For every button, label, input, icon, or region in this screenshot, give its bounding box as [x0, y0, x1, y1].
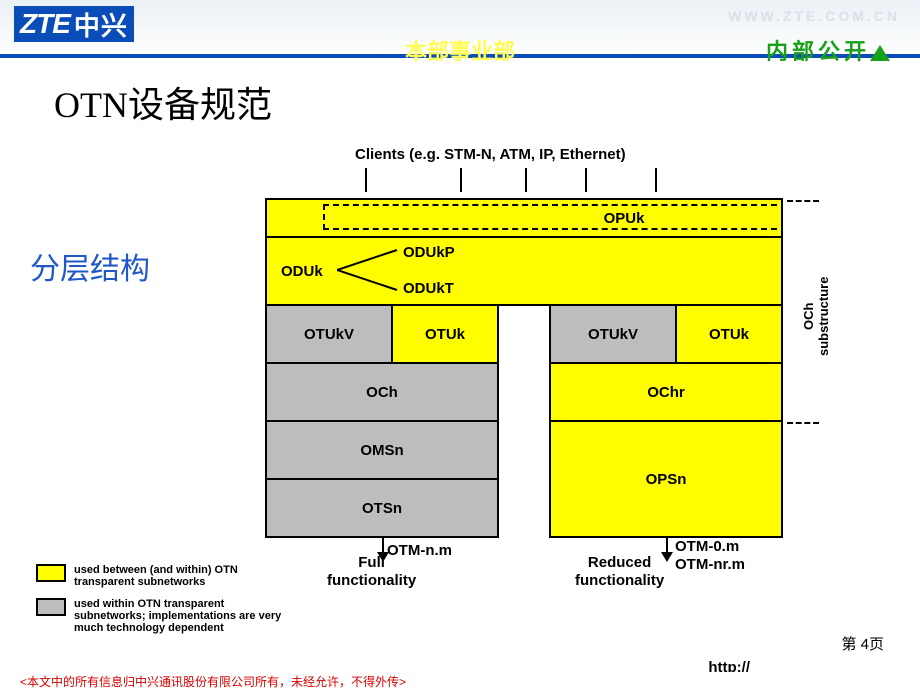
layer-opsn-label: OPSn [646, 471, 687, 488]
layer-otuk-right: OTUk [675, 304, 783, 364]
layer-ochr: OChr [549, 362, 783, 422]
layer-odukp-label: ODUkP [403, 244, 455, 261]
legend-gray: used within OTN transparent subnetworks;… [36, 598, 284, 634]
layer-otuk-right-label: OTUk [709, 326, 749, 343]
layer-otuk-left: OTUk [391, 304, 499, 364]
legend-gray-text: used within OTN transparent subnetworks;… [74, 598, 284, 634]
layer-omsn: OMSn [265, 420, 499, 480]
legend-gray-swatch [36, 598, 66, 616]
full-functionality-label: Full functionality [327, 554, 416, 590]
page-subtitle: 分层结构 [30, 244, 150, 288]
client-ticks [355, 168, 665, 198]
layer-otuk-left-label: OTUk [425, 326, 465, 343]
layer-otukv-left-label: OTUkV [304, 326, 354, 343]
triangle-icon [870, 45, 890, 61]
layer-oduk: ODUk [265, 236, 783, 306]
url-watermark: WWW.ZTE.COM.CN [728, 8, 900, 24]
legend-yellow-swatch [36, 564, 66, 582]
clients-label: Clients (e.g. STM-N, ATM, IP, Ethernet) [355, 146, 626, 163]
layer-odukt-label: ODUkT [403, 280, 454, 297]
page-number: 第 4页 [841, 633, 884, 654]
och-substructure-label: OCh substructure [801, 256, 831, 376]
layer-och-label: OCh [366, 384, 398, 401]
otm-0m-label: OTM-0.m OTM-nr.m [675, 538, 745, 574]
page-title: OTN设备规范 [54, 76, 272, 128]
layer-opsn: OPSn [549, 420, 783, 538]
arrow-right [666, 536, 668, 560]
layer-otukv-right-label: OTUkV [588, 326, 638, 343]
layer-oduk-label: ODUk [281, 263, 323, 280]
layer-otsn-label: OTSn [362, 500, 402, 517]
layer-omsn-label: OMSn [360, 442, 403, 459]
otm-nm-label: OTM-n.m [387, 542, 452, 559]
legend-yellow: used between (and within) OTN transparen… [36, 564, 264, 588]
layer-otukv-right: OTUkV [549, 304, 677, 364]
reduced-functionality-label: Reduced functionality [575, 554, 664, 590]
layer-otsn: OTSn [265, 478, 499, 538]
footer-confidential: <本文中的所有信息归中兴通讯股份有限公司所有，未经允许，不得外传> [0, 672, 920, 690]
layer-ochr-label: OChr [647, 384, 685, 401]
opuk-dashed-inset [323, 204, 777, 230]
layer-otukv-left: OTUkV [265, 304, 393, 364]
legend-yellow-text: used between (and within) OTN transparen… [74, 564, 264, 588]
classification-label: 内部公开 [766, 34, 890, 66]
classification-text: 内部公开 [766, 39, 870, 64]
layer-och: OCh [265, 362, 499, 422]
